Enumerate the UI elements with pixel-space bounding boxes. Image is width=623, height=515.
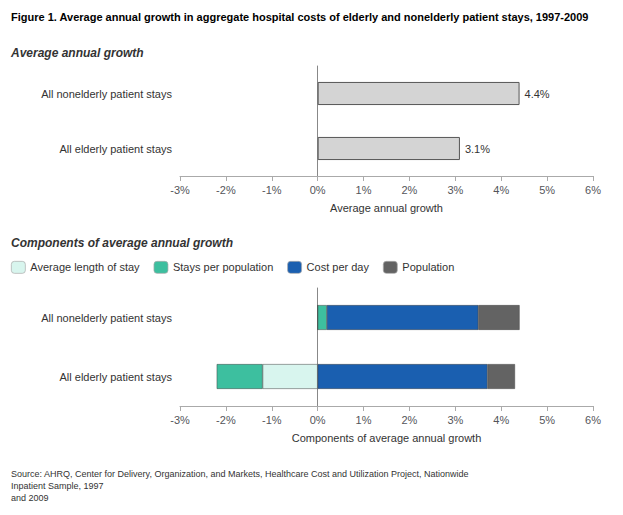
- svg-text:and 2009: and 2009: [11, 493, 49, 503]
- svg-text:2%: 2%: [401, 184, 417, 196]
- svg-text:-2%: -2%: [216, 414, 236, 426]
- svg-text:5%: 5%: [539, 184, 555, 196]
- svg-text:Source: AHRQ, Center for Deliv: Source: AHRQ, Center for Delivery, Organ…: [11, 469, 471, 479]
- svg-text:Components of average annual g: Components of average annual growth: [11, 236, 233, 250]
- svg-text:3%: 3%: [447, 184, 463, 196]
- svg-text:2%: 2%: [401, 414, 417, 426]
- svg-text:0%: 0%: [310, 414, 326, 426]
- svg-text:4%: 4%: [493, 414, 509, 426]
- svg-text:All nonelderly patient stays: All nonelderly patient stays: [41, 312, 172, 324]
- svg-text:1%: 1%: [356, 184, 372, 196]
- svg-text:-3%: -3%: [170, 184, 190, 196]
- svg-text:3.1%: 3.1%: [465, 143, 490, 155]
- svg-text:Inpatient Sample, 1997: Inpatient Sample, 1997: [11, 481, 104, 491]
- svg-text:Population: Population: [402, 261, 454, 273]
- svg-text:Average length of stay: Average length of stay: [30, 261, 140, 273]
- svg-text:Average annual growth: Average annual growth: [10, 46, 144, 60]
- svg-text:4%: 4%: [493, 184, 509, 196]
- svg-text:All elderly patient stays: All elderly patient stays: [60, 143, 173, 155]
- svg-text:Figure 1. Average annual growt: Figure 1. Average annual growth in aggre…: [11, 11, 588, 23]
- svg-text:All nonelderly patient stays: All nonelderly patient stays: [41, 88, 172, 100]
- svg-text:Components of average annual g: Components of average annual growth: [292, 432, 482, 444]
- svg-text:6%: 6%: [585, 414, 601, 426]
- svg-text:-1%: -1%: [262, 414, 282, 426]
- svg-text:Stays per population: Stays per population: [173, 261, 273, 273]
- svg-text:Cost per day: Cost per day: [307, 261, 370, 273]
- svg-text:3%: 3%: [447, 414, 463, 426]
- svg-text:5%: 5%: [539, 414, 555, 426]
- svg-text:All elderly patient stays: All elderly patient stays: [60, 371, 173, 383]
- svg-text:-3%: -3%: [170, 414, 190, 426]
- svg-text:6%: 6%: [585, 184, 601, 196]
- svg-text:4.4%: 4.4%: [525, 88, 550, 100]
- svg-text:Average annual growth: Average annual growth: [330, 202, 443, 214]
- svg-text:-2%: -2%: [216, 184, 236, 196]
- svg-text:-1%: -1%: [262, 184, 282, 196]
- svg-text:0%: 0%: [310, 184, 326, 196]
- svg-text:1%: 1%: [356, 414, 372, 426]
